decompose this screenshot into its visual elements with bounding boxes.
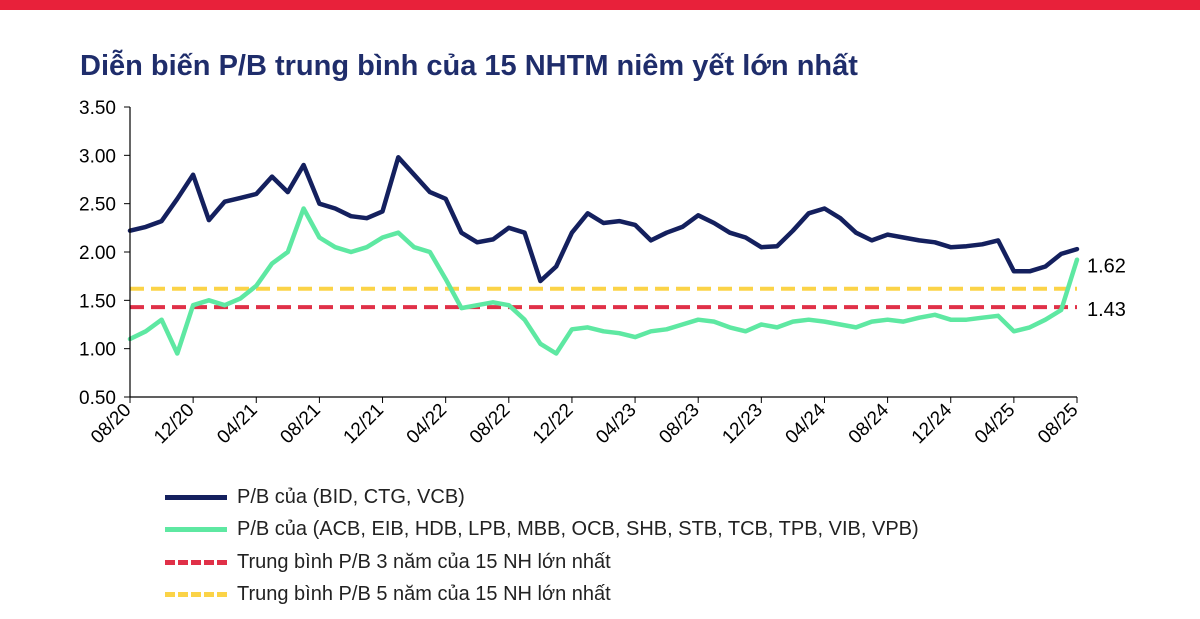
series-line-1 (127, 206, 1080, 356)
reference-value-label-2: 1.43 (1087, 299, 1126, 321)
x-tick-label: 12/23 (718, 400, 766, 448)
x-tick-label: 12/24 (908, 399, 957, 448)
legend-label-avg5y: Trung bình P/B 5 năm của 15 NH lớn nhất (237, 583, 611, 606)
x-tick-label: 04/23 (592, 400, 640, 448)
legend-swatch-big3 (165, 494, 227, 500)
x-tick-label: 08/25 (1034, 400, 1082, 448)
legend-label-other12: P/B của (ACB, EIB, HDB, LPB, MBB, OCB, S… (237, 518, 919, 541)
reference-labels: 1.62 1.43 (1087, 256, 1126, 321)
y-tick-label: 2.00 (79, 243, 116, 264)
y-tick-label: 3.50 (79, 98, 116, 119)
legend-label-big3: P/B của (BID, CTG, VCB) (237, 485, 465, 508)
x-tick-label: 04/21 (213, 400, 261, 448)
x-tick-label: 08/23 (655, 400, 703, 448)
x-tick-label: 08/24 (845, 399, 894, 448)
x-tick-label: 08/22 (466, 400, 514, 448)
legend-item-big3: P/B của (BID, CTG, VCB) (165, 481, 919, 514)
x-tick-label: 12/22 (529, 400, 577, 448)
series-line-0 (127, 155, 1080, 284)
legend-label-avg3y: Trung bình P/B 3 năm của 15 NH lớn nhất (237, 550, 611, 573)
x-tick-label: 04/22 (403, 400, 451, 448)
legend-swatch-other12 (165, 527, 227, 533)
x-tick-label: 04/24 (782, 399, 831, 448)
legend-item-avg3y: Trung bình P/B 3 năm của 15 NH lớn nhất (165, 546, 919, 579)
series-layer (127, 155, 1080, 356)
y-tick-label: 2.50 (79, 195, 116, 216)
top-red-band (0, 0, 1200, 10)
x-tick-label: 08/21 (276, 400, 324, 448)
y-axis-ticks: 3.50 3.00 2.50 2.00 1.50 1.00 0.50 (79, 98, 130, 409)
legend-swatch-avg5y (165, 592, 227, 598)
y-tick-label: 3.00 (79, 146, 116, 167)
y-tick-label: 1.00 (79, 340, 116, 361)
x-tick-label: 12/20 (150, 400, 198, 448)
reference-value-label-3: 1.62 (1087, 256, 1126, 278)
chart-title: Diễn biến P/B trung bình của 15 NHTM niê… (80, 50, 858, 82)
axes (129, 107, 1077, 398)
x-tick-label: 04/25 (971, 400, 1019, 448)
legend-item-other12: P/B của (ACB, EIB, HDB, LPB, MBB, OCB, S… (165, 514, 919, 547)
legend: P/B của (BID, CTG, VCB) P/B của (ACB, EI… (165, 481, 919, 611)
y-tick-label: 1.50 (79, 291, 116, 312)
legend-swatch-avg3y (165, 559, 227, 565)
legend-item-avg5y: Trung bình P/B 5 năm của 15 NH lớn nhất (165, 579, 919, 612)
x-axis-ticks: 08/20 12/20 04/21 08/21 12/21 04/22 08/22 12/22… (87, 397, 1083, 448)
y-tick-label: 0.50 (79, 388, 116, 409)
pb-line-chart: 3.503.002.502.001.501.000.50 08/20 12/20 0… (79, 98, 1126, 448)
x-tick-label: 12/21 (340, 400, 388, 448)
